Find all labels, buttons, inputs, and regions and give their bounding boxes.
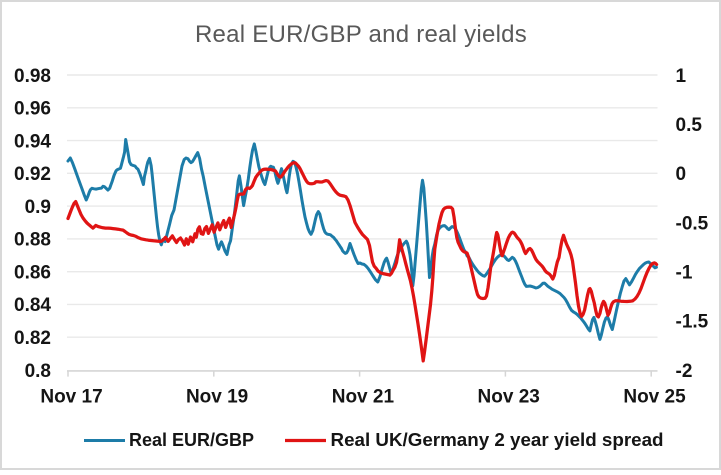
- svg-text:Nov 17: Nov 17: [40, 386, 102, 407]
- svg-text:Real UK/Germany 2 year yield s: Real UK/Germany 2 year yield spread: [331, 429, 664, 450]
- svg-text:-1: -1: [676, 263, 693, 284]
- svg-text:0.82: 0.82: [14, 328, 51, 349]
- svg-text:-2: -2: [676, 361, 693, 382]
- svg-text:1: 1: [676, 66, 687, 87]
- svg-text:0: 0: [676, 164, 687, 185]
- svg-text:0.9: 0.9: [25, 197, 51, 218]
- svg-text:0.92: 0.92: [14, 164, 51, 185]
- svg-text:Nov 25: Nov 25: [623, 386, 686, 407]
- svg-text:0.84: 0.84: [14, 295, 51, 316]
- svg-text:Real EUR/GBP: Real EUR/GBP: [129, 430, 254, 450]
- svg-text:0.98: 0.98: [14, 66, 51, 87]
- svg-text:-1.5: -1.5: [676, 312, 709, 333]
- svg-text:Nov 19: Nov 19: [186, 386, 248, 407]
- svg-text:-0.5: -0.5: [676, 213, 709, 234]
- svg-text:Nov 21: Nov 21: [332, 386, 395, 407]
- svg-text:0.8: 0.8: [25, 361, 51, 382]
- svg-text:0.94: 0.94: [14, 131, 51, 152]
- svg-text:0.96: 0.96: [14, 99, 51, 120]
- svg-text:0.5: 0.5: [676, 115, 703, 136]
- svg-text:0.86: 0.86: [14, 263, 51, 284]
- svg-text:Real EUR/GBP and real yields: Real EUR/GBP and real yields: [195, 21, 527, 48]
- svg-text:Nov 23: Nov 23: [478, 386, 540, 407]
- svg-text:0.88: 0.88: [14, 230, 51, 251]
